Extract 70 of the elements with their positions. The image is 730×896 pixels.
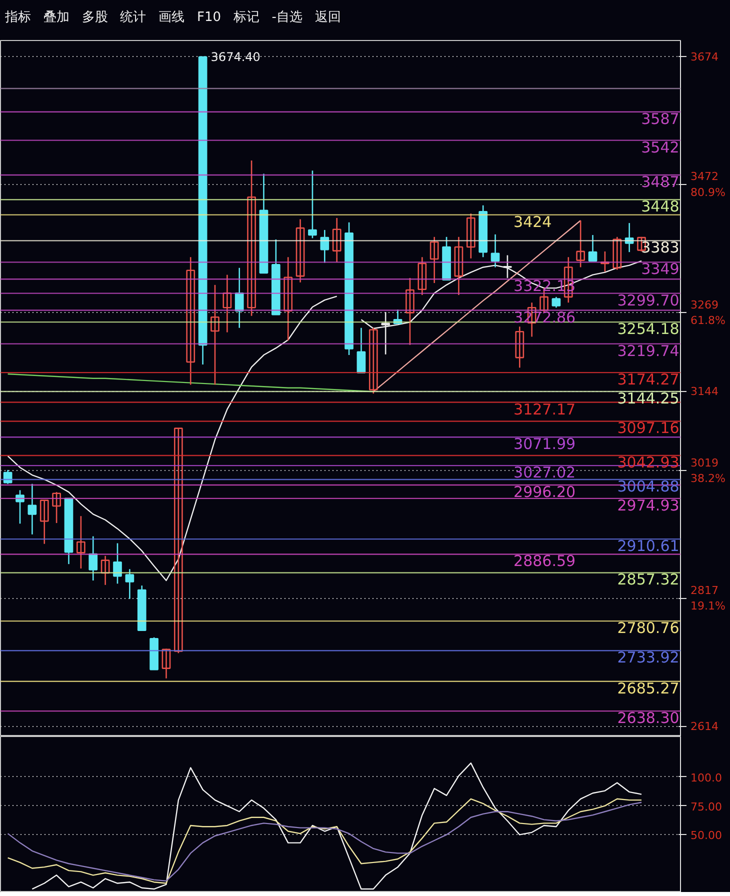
candlestick: [576, 220, 585, 268]
y-tick-label: 2614: [690, 720, 718, 733]
candlestick: [210, 284, 220, 386]
candlestick: [588, 234, 598, 262]
ref-line-label: 3027.02: [514, 464, 576, 482]
ref-line-label: 2857.32: [617, 570, 680, 589]
candlestick: [332, 217, 342, 263]
ref-line-label: 2733.92: [617, 648, 680, 667]
ref-line-label: 3487: [641, 173, 680, 192]
ref-line-label: 3383: [641, 238, 680, 257]
candlestick: [490, 234, 500, 268]
candlestick: [40, 500, 49, 545]
candlestick: [368, 327, 378, 394]
candlestick: [296, 218, 305, 284]
ref-line-label: 2996.20: [514, 483, 576, 502]
y-tick-label: 3144: [690, 385, 718, 398]
ref-line-label: 3448: [641, 198, 680, 216]
candlestick: [28, 483, 37, 536]
ref-line-label: 2685.27: [617, 679, 680, 698]
candlestick: [125, 568, 134, 600]
y-tick-label: 75.00: [690, 800, 722, 814]
ref-line-label: 3542: [641, 138, 680, 156]
y-tick-label: 100.0: [690, 771, 722, 784]
ref-line-label: 2780.76: [617, 619, 680, 638]
candlestick: [162, 648, 171, 680]
ref-line-label: 2638.30: [617, 709, 680, 728]
line-series: [32, 762, 642, 890]
ref-line-label: 3219.74: [617, 342, 680, 360]
candlestick: [466, 212, 476, 260]
candlestick: [356, 327, 366, 374]
candlestick: [247, 160, 256, 317]
candlestick: [430, 236, 439, 284]
candlestick: [406, 277, 414, 346]
y-tick-label: 3674: [690, 50, 718, 64]
candlestick: [600, 250, 610, 272]
candlestick: [284, 256, 293, 342]
y-tick-label: 2817 19.1%: [690, 584, 726, 612]
ref-line-label: 3424: [514, 212, 552, 231]
ref-line-label: 3587: [641, 110, 680, 128]
ref-line-label: 3174.27: [617, 370, 680, 389]
candlestick: [186, 256, 196, 386]
ref-line-label: 3071.99: [514, 435, 576, 454]
ref-line-label: 3097.16: [617, 419, 680, 438]
candlestick: [381, 311, 390, 356]
ref-line-label: 2886.59: [514, 552, 576, 570]
candlestick: [515, 326, 524, 368]
y-tick-label: 3472 80.9%: [690, 170, 726, 199]
ref-line-label: 3127.17: [514, 400, 576, 418]
candlestick: [418, 256, 427, 296]
y-tick-label: 3019 38.2%: [690, 456, 726, 485]
candlestick: [308, 170, 317, 239]
text: 3674.40: [210, 50, 260, 64]
candlestick: [88, 536, 98, 582]
text: 指标 叠加 多股 统计 画线 F10 标记 -自选 返回: [5, 10, 341, 25]
candlestick: [100, 555, 110, 586]
ref-line-label: 3254.18: [617, 320, 680, 338]
candlestick: [113, 542, 122, 584]
ref-line-label: 2974.93: [617, 496, 680, 514]
candlestick: [612, 236, 622, 270]
ref-line-label: 2910.61: [617, 537, 680, 556]
ref-line-label: 3299.70: [617, 291, 680, 310]
ref-line-label: 3349: [641, 260, 680, 278]
candlestick: [454, 236, 464, 296]
candlestick: [174, 428, 183, 654]
y-tick-label: 3269 61.8%: [690, 298, 726, 328]
candlestick: [76, 515, 86, 570]
candlestick: [222, 274, 232, 333]
candlestick: [552, 296, 561, 308]
candlestick: [52, 491, 61, 524]
y-tick-label: 50.00: [690, 829, 722, 842]
